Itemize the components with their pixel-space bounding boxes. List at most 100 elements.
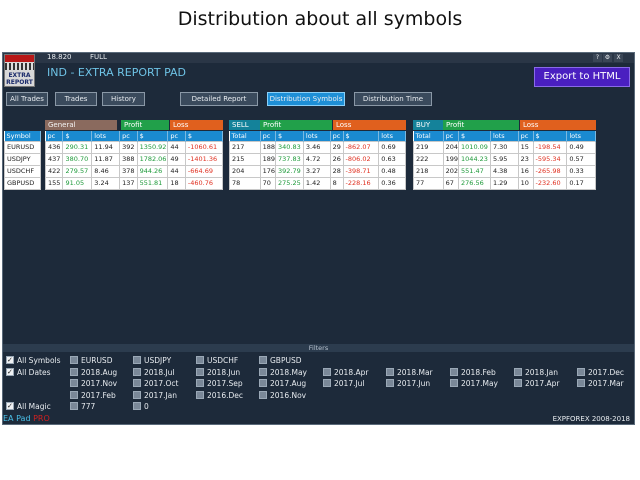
col-lots: lots xyxy=(490,131,519,141)
cell: 1782.06 xyxy=(136,152,169,166)
cell: 155 xyxy=(44,176,64,190)
settings-icon[interactable]: ⚙ xyxy=(603,54,612,62)
filter-date[interactable]: 2017.Nov xyxy=(70,379,117,389)
table-row: 437 380.70 11.87 388 1782.06 49 -1401.36 xyxy=(44,152,224,166)
tab-distribution-symbols[interactable]: Distribution Symbols xyxy=(267,92,345,106)
cell: 0.17 xyxy=(566,176,596,190)
filter-date[interactable]: 2017.Jun xyxy=(386,379,430,389)
cell: 3.27 xyxy=(302,164,331,178)
export-html-button[interactable]: Export to HTML xyxy=(534,67,630,87)
cell: -460.76 xyxy=(184,176,224,190)
cell: 0.49 xyxy=(566,140,596,154)
buy-table: Total pc $ lots pc $ lots 219 204 1010.0… xyxy=(413,131,596,190)
filter-date[interactable]: 2018.Mar xyxy=(386,368,433,378)
sell-table: Total pc $ lots pc $ lots 217 188 340.83… xyxy=(229,131,406,190)
cell: 44 xyxy=(167,140,186,154)
filter-date[interactable]: 2018.Jun xyxy=(196,368,240,378)
filter-date[interactable]: 2018.Aug xyxy=(70,368,117,378)
group-buy-loss: Loss xyxy=(520,120,596,130)
tab-detailed-report[interactable]: Detailed Report xyxy=(180,92,258,106)
cell: 551.47 xyxy=(458,164,491,178)
filter-date[interactable]: 2017.Dec xyxy=(577,368,624,378)
filters-header: Filters xyxy=(3,344,634,352)
filter-magic[interactable]: 0 xyxy=(133,402,149,412)
filter-date[interactable]: 2017.Sep xyxy=(196,379,243,389)
filter-magic[interactable]: 777 xyxy=(70,402,95,412)
app-window: EXTRA REPORT PAD 18.820 FULL ? ⚙ X IND -… xyxy=(2,52,635,425)
filter-date[interactable]: 2017.May xyxy=(450,379,498,389)
filter-symbol[interactable]: EURUSD xyxy=(70,356,112,366)
filter-symbol[interactable]: USDCHF xyxy=(196,356,238,366)
cell: 5.95 xyxy=(489,152,519,166)
cell: 388 xyxy=(119,152,138,166)
filter-all-magic[interactable]: All Magic xyxy=(6,402,51,412)
filter-date[interactable]: 2016.Dec xyxy=(196,391,243,401)
cell: 199 xyxy=(442,152,460,166)
filter-all-dates[interactable]: All Dates xyxy=(6,368,51,378)
cell: 78 xyxy=(229,176,261,190)
filter-date[interactable]: 2018.May xyxy=(259,368,307,378)
cell: 276.56 xyxy=(458,176,491,190)
filter-date[interactable]: 2017.Jan xyxy=(133,391,177,401)
help-button[interactable]: ? xyxy=(593,54,602,62)
table-row: 77 67 276.56 1.29 10 -232.60 0.17 xyxy=(413,176,596,190)
cell: 70 xyxy=(259,176,276,190)
cell: 3.46 xyxy=(302,140,331,154)
cell: 380.70 xyxy=(62,152,93,166)
filter-date[interactable]: 2017.Mar xyxy=(577,379,624,389)
group-sell-loss: Loss xyxy=(333,120,406,130)
cell: -664.69 xyxy=(184,164,224,178)
cell: 1350.92 xyxy=(136,140,169,154)
cell: 422 xyxy=(44,164,64,178)
footer xyxy=(3,412,634,424)
cell: 0.36 xyxy=(378,176,406,190)
filter-date[interactable]: 2017.Feb xyxy=(70,391,116,401)
col-usd: $ xyxy=(458,131,491,141)
group-general: General xyxy=(45,120,117,130)
col-usd: $ xyxy=(185,131,224,141)
close-button[interactable]: X xyxy=(614,54,623,62)
page-caption: Distribution about all symbols xyxy=(177,8,463,30)
filter-date[interactable]: 2016.Nov xyxy=(259,391,306,401)
filter-all-symbols[interactable]: All Symbols xyxy=(6,356,61,366)
filter-date[interactable]: 2018.Jan xyxy=(514,368,558,378)
tab-distribution-time[interactable]: Distribution Time xyxy=(354,92,432,106)
cell: 1.42 xyxy=(302,176,331,190)
cell: 0.33 xyxy=(566,164,596,178)
table-row: 78 70 275.25 1.42 8 -228.16 0.36 xyxy=(229,176,406,190)
filter-date[interactable]: 2017.Apr xyxy=(514,379,559,389)
cell: -1401.36 xyxy=(184,152,224,166)
col-total: Total xyxy=(413,131,444,141)
symbol-cell: EURUSD xyxy=(4,140,41,154)
filter-date[interactable]: 2017.Jul xyxy=(323,379,365,389)
cell: -862.07 xyxy=(342,140,380,154)
cell: -398.71 xyxy=(342,164,380,178)
symbol-table: Symbol EURUSD USDJPY USDCHF GBPUSD xyxy=(4,131,41,190)
tab-trades[interactable]: Trades xyxy=(55,92,97,106)
filter-date[interactable]: 2017.Oct xyxy=(133,379,178,389)
col-pc: pc xyxy=(443,131,460,141)
app-logo: EXTRA REPORT PAD xyxy=(4,54,35,87)
mode-label: FULL xyxy=(90,53,107,61)
title-bar xyxy=(3,53,634,63)
filter-symbol[interactable]: GBPUSD xyxy=(259,356,302,366)
tab-history[interactable]: History xyxy=(102,92,145,106)
cell: 3.24 xyxy=(91,176,121,190)
filter-date[interactable]: 2018.Jul xyxy=(133,368,175,378)
filter-date[interactable]: 2018.Apr xyxy=(323,368,368,378)
filter-symbol[interactable]: USDJPY xyxy=(133,356,171,366)
cell: 67 xyxy=(442,176,460,190)
cell: 392.79 xyxy=(274,164,304,178)
cell: 204 xyxy=(442,140,460,154)
filter-date[interactable]: 2017.Aug xyxy=(259,379,306,389)
cell: 4.72 xyxy=(302,152,331,166)
cell: 29 xyxy=(329,140,344,154)
cell: 8 xyxy=(329,176,344,190)
cell: 0.63 xyxy=(378,152,406,166)
symbol-cell: USDCHF xyxy=(4,164,41,178)
filter-date[interactable]: 2018.Feb xyxy=(450,368,496,378)
col-pc: pc xyxy=(119,131,138,141)
tab-all-trades[interactable]: All Trades xyxy=(6,92,48,106)
cell: 217 xyxy=(229,140,261,154)
group-buy-profit: Profit xyxy=(443,120,519,130)
